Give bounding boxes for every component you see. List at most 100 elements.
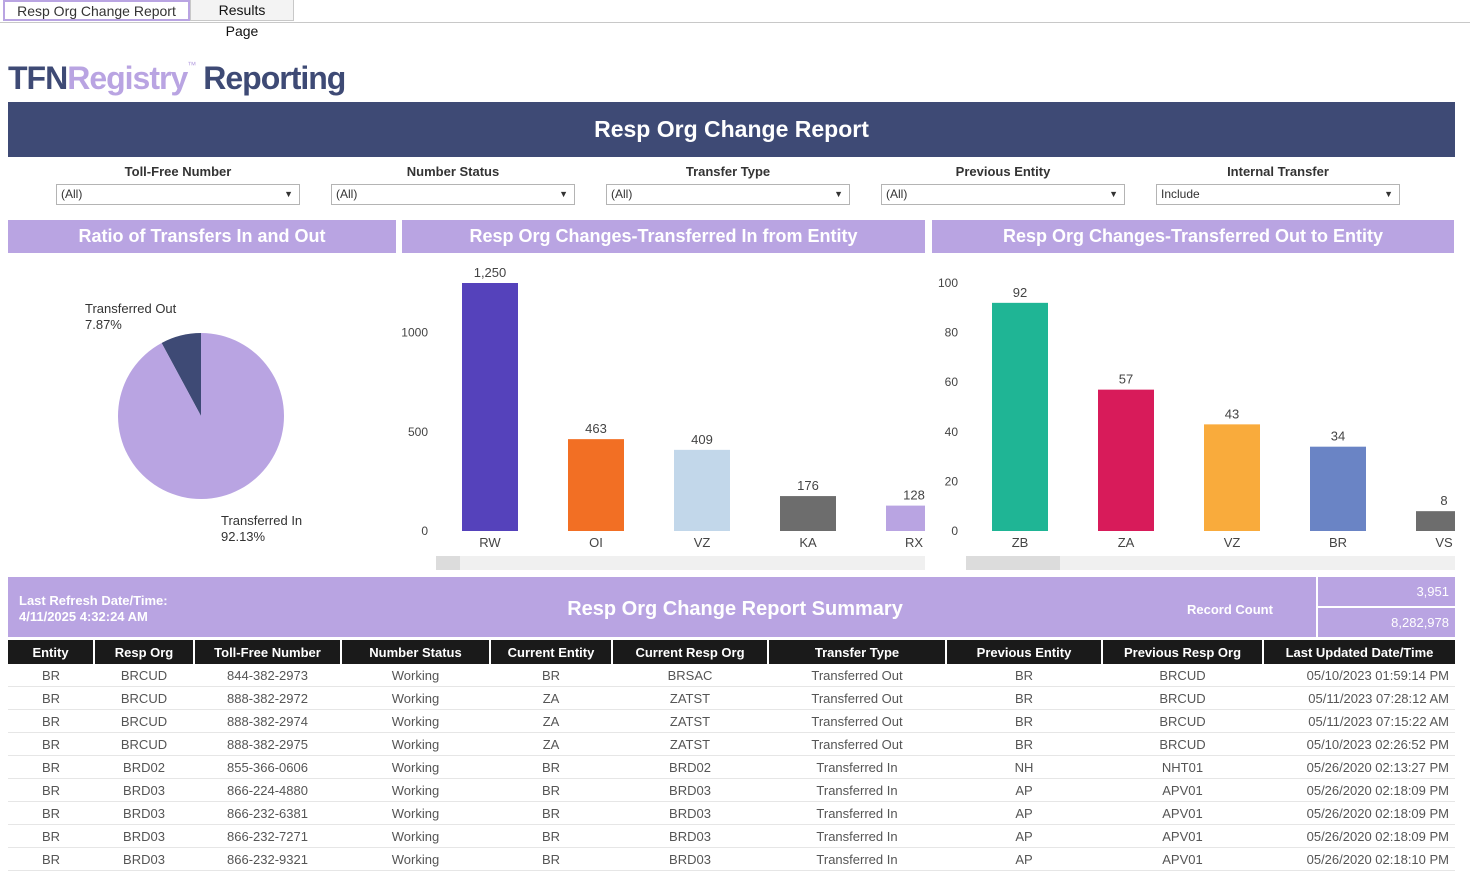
dropdown-value: Include (1161, 187, 1200, 201)
filter-internal-transfer: Internal Transfer Include ▼ (1156, 164, 1400, 205)
table-cell: AP (946, 824, 1102, 848)
scrollbar-thumb[interactable] (436, 556, 460, 570)
logo-trademark: ™ (187, 60, 196, 70)
pie-label-transferred-in: Transferred In 92.13% (221, 513, 302, 545)
toll-free-number-dropdown[interactable]: (All) ▼ (56, 184, 300, 205)
pie-slice-transferred-in[interactable] (117, 333, 284, 499)
table-row[interactable]: BR BRD02 855-366-0606 Working BR BRD02 Transfe… (8, 755, 1455, 779)
table-cell: 866-224-4880 (194, 778, 341, 802)
pie-slice-transferred-out[interactable] (161, 333, 201, 416)
pie-label-name: Transferred In (221, 513, 303, 528)
table-cell: BR (8, 801, 94, 825)
table-cell: 888-382-2974 (194, 709, 341, 733)
table-cell: BR (8, 824, 94, 848)
column-header[interactable]: Toll-Free Number (193, 640, 341, 664)
horizontal-scrollbar[interactable] (436, 556, 925, 570)
bar-br[interactable] (1310, 446, 1366, 531)
logo-text-registry: Registry (67, 60, 188, 96)
table-cell: BRD02 (94, 755, 194, 779)
transfer-type-dropdown[interactable]: (All) ▼ (606, 184, 850, 205)
column-header[interactable]: Current Resp Org (611, 640, 768, 664)
dropdown-value: (All) (336, 187, 358, 201)
last-refresh: Last Refresh Date/Time: 4/11/2025 4:32:2… (19, 593, 168, 625)
table-row[interactable]: BR BRCUD 844-382-2973 Working BR BRSAC Transfe… (8, 664, 1455, 687)
table-cell: Transferred Out (768, 732, 946, 756)
table-cell: 844-382-2973 (194, 664, 341, 687)
caret-down-icon: ▼ (1384, 189, 1393, 199)
bar-zb[interactable] (992, 302, 1048, 531)
logo-text-tfn: TFN (8, 60, 68, 96)
table-cell: AP (946, 847, 1102, 871)
bar-za[interactable] (1098, 389, 1154, 531)
pie-label-pct: 7.87% (85, 317, 122, 332)
table-cell: 888-382-2972 (194, 686, 341, 710)
bar-vz[interactable] (1204, 424, 1260, 531)
table-cell: Working (341, 755, 490, 779)
table-cell: Transferred In (768, 824, 946, 848)
previous-entity-dropdown[interactable]: (All) ▼ (881, 184, 1125, 205)
table-row[interactable]: BR BRD03 866-232-6381 Working BR BRD03 Transfe… (8, 801, 1455, 825)
bar-chart-transferred-in[interactable]: 0 500 1000 1,250 RW 463 OI 409 VZ 176 KA 128 RX (395, 255, 925, 555)
filter-toll-free-number: Toll-Free Number (All) ▼ (56, 164, 300, 205)
bar-value-label: 57 (1119, 372, 1133, 387)
column-header[interactable]: Transfer Type (767, 640, 946, 664)
table-cell: BRCUD (94, 686, 194, 710)
filter-label: Transfer Type (685, 164, 771, 179)
bar-rx[interactable] (886, 505, 925, 531)
horizontal-scrollbar[interactable] (966, 556, 1455, 570)
last-refresh-value: 4/11/2025 4:32:24 AM (19, 609, 148, 624)
table-row[interactable]: BR BRCUD 888-382-2974 Working ZA ZATST Transfe… (8, 709, 1455, 733)
column-header[interactable]: Previous Resp Org (1101, 640, 1263, 664)
table-cell: Working (341, 778, 490, 802)
table-cell: ZA (490, 709, 612, 733)
column-header[interactable]: Resp Org (93, 640, 194, 664)
bar-rw[interactable] (462, 283, 518, 531)
table-cell: BRD02 (612, 755, 768, 779)
tab-results-page[interactable]: Results Page (190, 0, 294, 39)
table-cell: APV01 (1102, 824, 1263, 848)
table-row[interactable]: BR BRD03 866-224-4880 Working BR BRD03 Transfe… (8, 778, 1455, 802)
x-tick-label: VS (1435, 535, 1453, 550)
y-tick-label: 1000 (401, 326, 428, 340)
bar-value-label: 409 (691, 432, 713, 447)
table-row[interactable]: BR BRD03 866-232-9321 Working BR BRD03 Transfe… (8, 847, 1455, 871)
table-cell: APV01 (1102, 801, 1263, 825)
table-cell: BR (490, 778, 612, 802)
table-row[interactable]: BR BRD03 866-232-7271 Working BR BRD03 Transfe… (8, 824, 1455, 848)
bar-vs[interactable] (1416, 511, 1455, 531)
table-cell: BR (946, 664, 1102, 687)
internal-transfer-dropdown[interactable]: Include ▼ (1156, 184, 1400, 205)
table-cell: BR (490, 824, 612, 848)
record-count-value: 3,951 (1318, 577, 1455, 606)
table-cell: Transferred In (768, 801, 946, 825)
panel-header-transferred-out: Resp Org Changes-Transferred Out to Enti… (932, 220, 1454, 253)
table-row[interactable]: BR BRCUD 888-382-2975 Working ZA ZATST Transfe… (8, 732, 1455, 756)
table-cell: Transferred In (768, 847, 946, 871)
logo-text-reporting: Reporting (203, 60, 346, 96)
column-header[interactable]: Number Status (340, 640, 490, 664)
scrollbar-thumb[interactable] (966, 556, 1060, 570)
pie-chart[interactable] (110, 325, 292, 507)
bar-ka[interactable] (780, 496, 836, 531)
table-cell: BRD03 (612, 847, 768, 871)
number-status-dropdown[interactable]: (All) ▼ (331, 184, 575, 205)
column-header[interactable]: Last Updated Date/Time (1262, 640, 1455, 664)
bar-vz[interactable] (674, 449, 730, 531)
bar-value-label: 128 (903, 488, 925, 503)
table-cell: BRCUD (94, 664, 194, 687)
x-tick-label: ZB (1012, 535, 1029, 550)
table-cell: BRCUD (1102, 686, 1263, 710)
bar-oi[interactable] (568, 439, 624, 531)
tab-resp-org-change-report[interactable]: Resp Org Change Report (3, 0, 190, 21)
x-tick-label: BR (1329, 535, 1347, 550)
column-header[interactable]: Previous Entity (945, 640, 1102, 664)
table-cell: NHT01 (1102, 755, 1263, 779)
column-header[interactable]: Entity (8, 640, 94, 664)
table-row[interactable]: BR BRCUD 888-382-2972 Working ZA ZATST Transfe… (8, 686, 1455, 710)
column-header[interactable]: Current Entity (489, 640, 612, 664)
table-cell: BRCUD (1102, 732, 1263, 756)
bar-chart-transferred-out[interactable]: 0 20 40 60 80 100 92 ZB 57 ZA 43 VZ 34 BR 8 VS (925, 255, 1455, 555)
table-cell: 05/26/2020 02:18:09 PM (1263, 778, 1455, 802)
table-cell: NH (946, 755, 1102, 779)
caret-down-icon: ▼ (284, 189, 293, 199)
